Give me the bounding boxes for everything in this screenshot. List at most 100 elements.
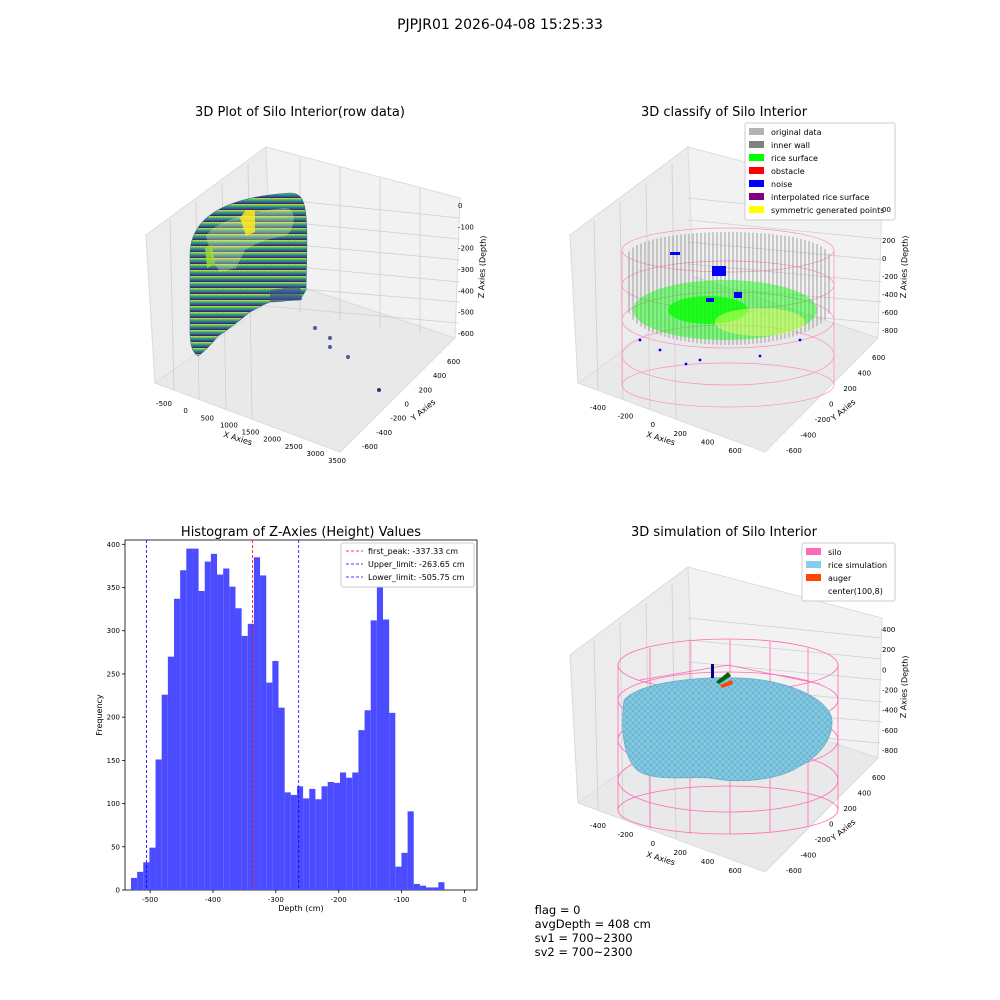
legend-label: silo [828,548,842,557]
axis-tick-label: 600 [728,447,741,455]
histogram-bar [364,710,371,890]
axis-tick-label: 3500 [328,457,346,465]
axis-tick-label: 0 [458,202,462,210]
axis-tick-label: -100 [458,223,474,231]
raw-z-ticks: 0 -100 -200 -300 -400 -500 -600 [458,202,474,338]
histogram-bar [438,882,445,890]
simulation-z-ticks: 400 200 0 -200 -400 -600 -800 [882,626,898,755]
histogram-bar [296,786,304,890]
axis-tick-label: -400 [800,852,816,860]
classify-zlabel: Z Axies (Depth) [899,235,910,298]
histogram-legend-label: Upper_limit: -263.65 cm [368,560,465,569]
legend-label: original data [771,128,822,137]
axis-tick-label: 200 [843,805,856,813]
histogram-legend-label: first_peak: -337.33 cm [368,547,458,556]
axis-tick-label: 400 [433,372,446,380]
histogram-ylabel: Frequency [95,694,104,736]
histogram-vlines [146,540,300,890]
axis-tick-label: 400 [858,370,871,378]
axis-tick-label: -400 [458,287,474,295]
legend-label: auger [828,574,852,583]
axis-tick-label: -600 [882,727,898,735]
axis-tick-label: -800 [882,327,898,335]
axis-tick-label: 200 [882,237,895,245]
histogram-y-ticks: 0 50 100 150 200 250 300 350 400 [107,541,125,895]
axis-tick-label: -600 [786,867,802,875]
axis-tick-label: 0 [882,666,886,674]
legend-label: noise [771,180,792,189]
classify-xlabel: X Axies [645,430,676,447]
classify-3d-panel: 3D classify of Silo Interior [568,105,910,455]
axis-tick-label: 2500 [285,443,303,451]
axis-tick-label: -400 [882,707,898,715]
classify-x-ticks: -400 -200 0 200 400 600 [590,404,742,455]
axis-tick-label: 600 [872,354,885,362]
classify-panel-title: 3D classify of Silo Interior [641,105,808,120]
histogram-x-ticks: -500 -400 -300 -200 -100 0 [142,890,467,904]
axis-tick-label: -400 [590,822,606,830]
axis-tick-label: -200 [815,836,831,844]
axis-tick-label: -800 [882,747,898,755]
axis-tick-label: -300 [458,266,474,274]
histogram-x-tick-label: 0 [462,896,466,904]
histogram-bar [235,608,242,890]
simulation-legend: silo rice simulation auger center(100,8) [801,542,896,602]
classify-legend: original data inner wall rice surface obsta… [744,122,896,221]
histogram-y-tick-label: 150 [107,757,120,765]
axis-tick-label: 600 [728,867,741,875]
histogram-bar [401,852,408,890]
histogram-panel: Histogram of Z-Axies (Height) Values -50… [95,525,478,913]
histogram-bar [137,871,144,890]
histogram-bar [407,811,414,890]
simulation-zlabel: Z Axies (Depth) [899,655,910,718]
histogram-bar [327,781,334,890]
legend-swatch [749,141,764,148]
histogram-bar [130,877,138,890]
histogram-bar [247,623,254,890]
axis-tick-label: 200 [674,849,687,857]
axis-tick-label: -500 [458,309,474,317]
histogram-bar [192,548,199,890]
histogram-bar [426,887,433,890]
simulation-panel-title: 3D simulation of Silo Interior [631,525,818,540]
axis-tick-label: 1500 [242,429,260,437]
axis-tick-label: -600 [458,330,474,338]
status-footer: flag = 0 avgDepth = 408 cm sv1 = 700~230… [520,889,661,973]
histogram-bar [376,584,384,890]
histogram-x-tick-label: -200 [331,896,347,904]
histogram-legend: first_peak: -337.33 cm Upper_limit: -263.… [340,542,475,588]
axis-tick-label: -400 [590,404,606,412]
histogram-bar [180,570,187,890]
histogram-bar [260,575,267,890]
histogram-bar [290,794,297,890]
histogram-bar [229,586,236,890]
axis-tick-label: -400 [376,429,392,437]
axis-tick-label: 0 [405,401,409,409]
avg-depth-text: avgDepth = 408 cm [534,917,651,931]
axis-tick-label: 200 [674,430,687,438]
histogram-bar [155,759,162,890]
classify-noise-points [638,252,802,366]
histogram-bar [198,590,205,890]
raw-point-cloud [189,192,308,357]
legend-label: inner wall [771,141,810,150]
legend-label: obstacle [771,167,805,176]
raw-ylabel: Y Axies [409,397,438,423]
flag-text: flag = 0 [534,903,581,917]
axis-tick-label: -400 [800,432,816,440]
raw-3d-panel: 3D Plot of Silo Interior(row data) [144,105,488,465]
axis-tick-label: -500 [156,400,172,408]
legend-swatch [806,561,821,568]
axis-tick-label: -600 [362,443,378,451]
simulation-xlabel: X Axies [645,850,676,867]
legend-swatch [749,193,764,200]
legend-swatch [749,167,764,174]
legend-label: center(100,8) [828,587,883,596]
histogram-y-tick-label: 350 [107,584,120,592]
histogram-bar [217,574,224,890]
axis-tick-label: 200 [882,646,895,654]
axis-tick-label: -600 [786,447,802,455]
raw-panel-title: 3D Plot of Silo Interior(row data) [195,105,405,120]
histogram-bar [167,656,175,890]
